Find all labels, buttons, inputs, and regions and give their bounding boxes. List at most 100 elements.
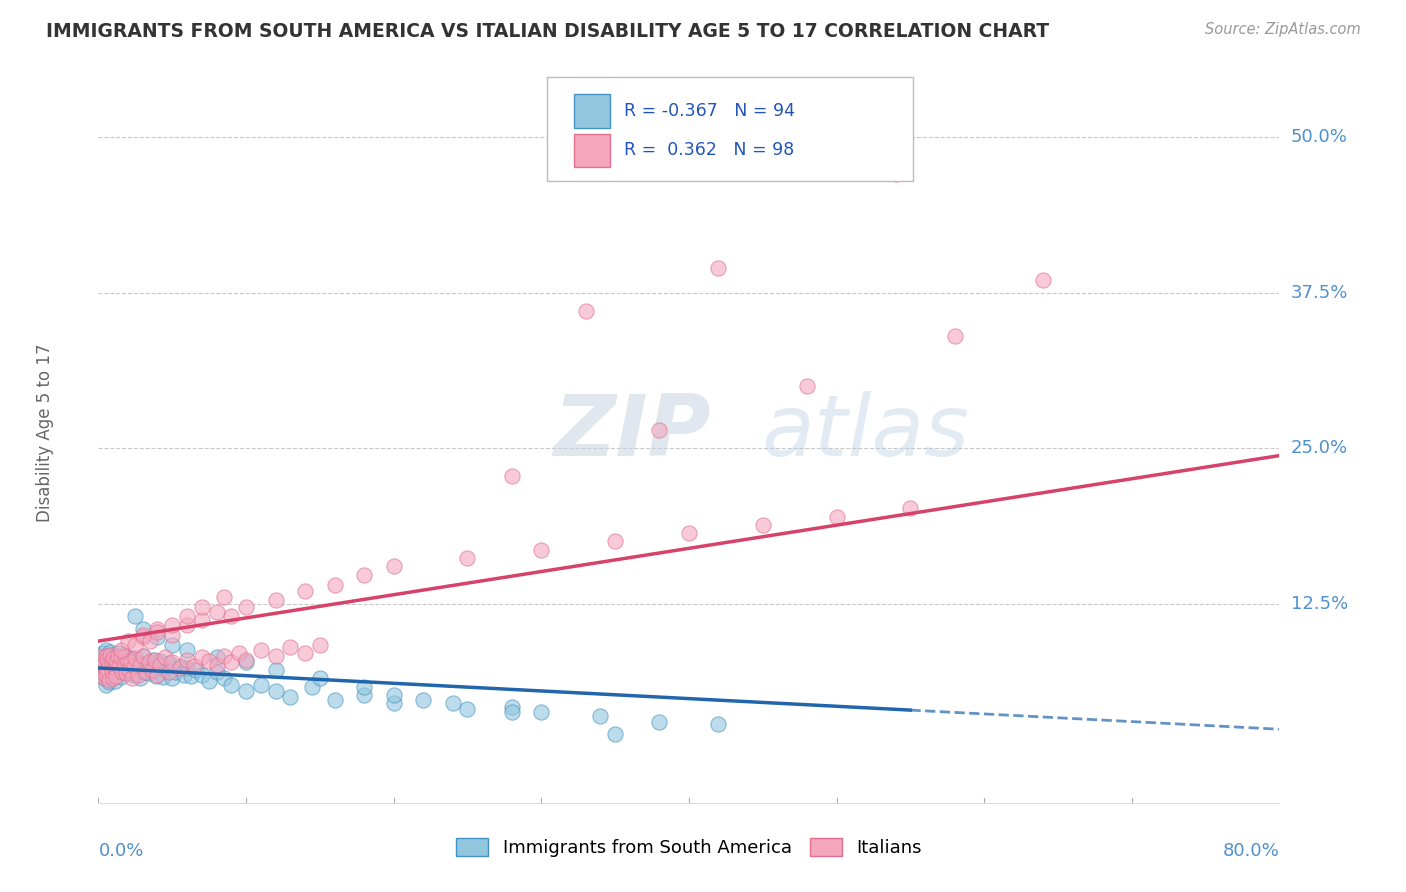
Point <box>91 654 114 668</box>
FancyBboxPatch shape <box>547 78 914 181</box>
Point <box>191 667 214 681</box>
Text: IMMIGRANTS FROM SOUTH AMERICA VS ITALIAN DISABILITY AGE 5 TO 17 CORRELATION CHAR: IMMIGRANTS FROM SOUTH AMERICA VS ITALIAN… <box>46 22 1049 41</box>
Point <box>323 578 346 592</box>
Point <box>110 670 132 684</box>
Point <box>115 657 138 672</box>
Text: atlas: atlas <box>761 391 969 475</box>
Point <box>943 329 966 343</box>
Point <box>250 642 273 657</box>
Point <box>117 634 139 648</box>
Text: R = -0.367   N = 94: R = -0.367 N = 94 <box>624 102 794 120</box>
Point <box>212 672 235 686</box>
Point <box>235 655 257 669</box>
Point <box>132 648 155 663</box>
Point <box>90 665 112 680</box>
Point <box>89 659 111 673</box>
Point <box>294 584 316 599</box>
Legend: Immigrants from South America, Italians: Immigrants from South America, Italians <box>449 830 929 864</box>
Point <box>93 657 115 672</box>
Point <box>280 690 302 704</box>
Point <box>105 650 128 665</box>
Point <box>134 665 156 680</box>
Point <box>176 609 198 624</box>
Point <box>796 379 818 393</box>
Point <box>264 683 287 698</box>
Point <box>146 625 169 640</box>
Point <box>884 168 907 182</box>
Point <box>124 609 146 624</box>
Point <box>162 672 183 686</box>
Point <box>146 661 169 675</box>
Point <box>110 642 132 657</box>
Point <box>132 628 155 642</box>
Point <box>121 672 143 686</box>
Point <box>191 613 214 627</box>
Point <box>412 692 434 706</box>
Point <box>138 655 160 669</box>
Point <box>589 708 612 723</box>
Point <box>103 651 125 665</box>
Point <box>198 654 221 668</box>
Point <box>94 677 117 691</box>
Point <box>91 660 114 674</box>
Point <box>135 657 157 672</box>
Point <box>221 655 243 669</box>
Point <box>90 667 112 681</box>
Point <box>605 534 627 549</box>
Point <box>94 667 117 681</box>
Point <box>125 663 148 677</box>
Point <box>501 700 523 714</box>
Point <box>93 672 115 686</box>
Point <box>323 692 346 706</box>
Point <box>605 727 627 741</box>
Point <box>294 647 316 661</box>
Point <box>280 640 302 655</box>
Point <box>103 672 125 686</box>
Point <box>382 559 405 574</box>
Point <box>90 653 112 667</box>
Point <box>142 653 165 667</box>
Point <box>183 659 205 673</box>
Point <box>235 683 257 698</box>
Point <box>301 680 323 694</box>
Point <box>128 672 150 686</box>
Point <box>132 648 155 663</box>
Point <box>128 657 150 672</box>
Point <box>105 666 128 681</box>
Point <box>191 600 214 615</box>
Point <box>100 653 122 667</box>
Point <box>111 665 134 680</box>
Point <box>530 705 553 719</box>
Point <box>205 665 228 680</box>
Point <box>752 518 775 533</box>
Point <box>117 654 139 668</box>
Point <box>103 664 125 678</box>
Point <box>441 696 464 710</box>
Point <box>89 663 111 677</box>
Point <box>97 675 120 690</box>
Point <box>100 655 122 669</box>
Point <box>104 661 127 675</box>
Point <box>97 673 120 687</box>
Point <box>382 696 405 710</box>
Point <box>205 650 228 665</box>
Point <box>139 634 162 648</box>
Point <box>104 673 127 688</box>
Point <box>132 622 155 636</box>
Point <box>138 666 160 681</box>
Point <box>149 654 172 668</box>
Point <box>124 657 146 672</box>
Point <box>165 665 187 680</box>
Point <box>169 659 191 673</box>
Point <box>264 593 287 607</box>
Point <box>176 642 198 657</box>
Text: 37.5%: 37.5% <box>1291 284 1348 301</box>
Point <box>103 648 125 662</box>
Point <box>97 657 120 671</box>
Point <box>309 638 332 652</box>
Point <box>184 663 207 677</box>
Point <box>108 659 131 673</box>
Point <box>353 568 375 582</box>
Point <box>173 667 195 681</box>
Point <box>530 543 553 558</box>
